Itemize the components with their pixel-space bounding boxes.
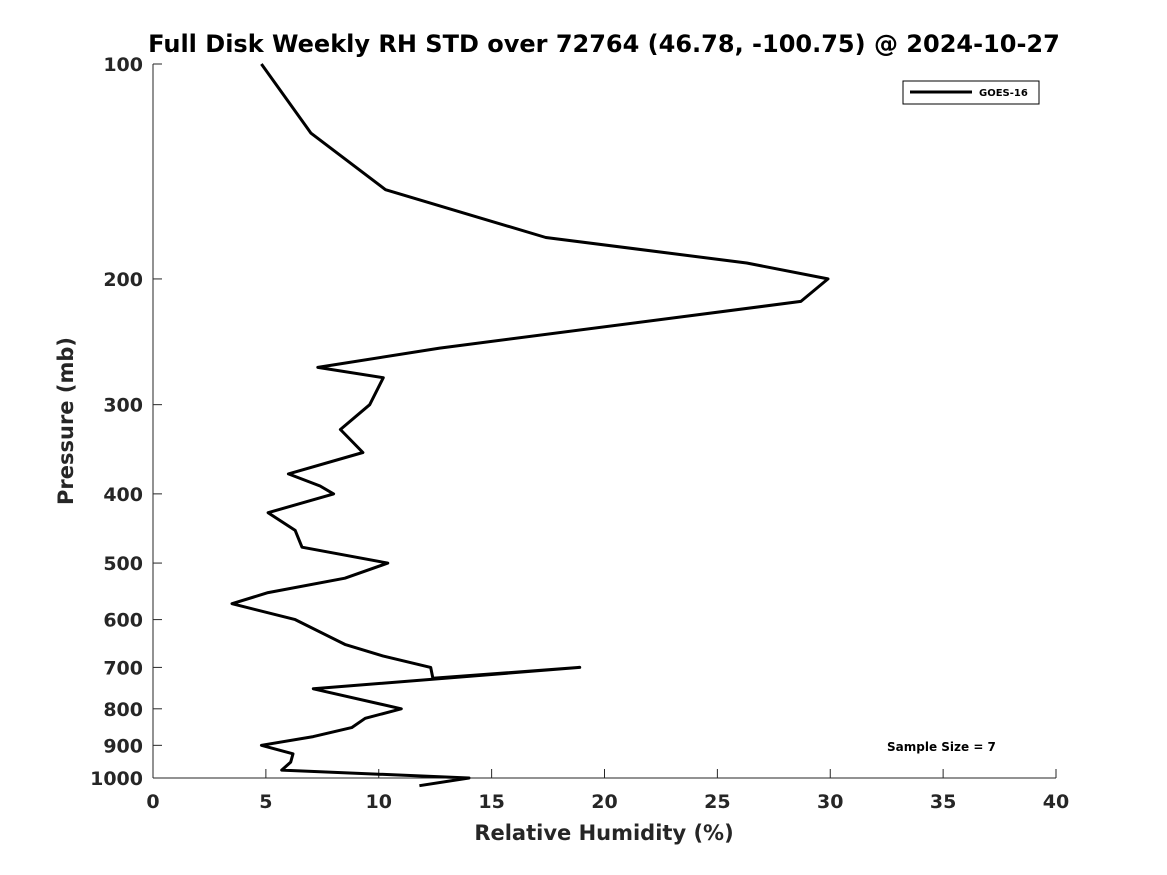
y-tick-label: 500 [103, 553, 143, 575]
x-tick-label: 15 [478, 791, 504, 813]
x-tick-label: 35 [930, 791, 956, 813]
y-tick-label: 300 [103, 395, 143, 417]
y-axis-label: Pressure (mb) [54, 337, 78, 505]
y-tick-label: 200 [103, 269, 143, 291]
x-axis-label: Relative Humidity (%) [474, 821, 733, 845]
x-axis-ticks: 0 5 10 15 20 25 30 35 40 [146, 769, 1069, 813]
x-tick-label: 30 [817, 791, 843, 813]
y-tick-label: 100 [103, 54, 143, 76]
y-axis-ticks: 100 200 300 400 500 600 700 800 900 1000 [90, 54, 162, 790]
x-tick-label: 20 [591, 791, 617, 813]
x-tick-label: 40 [1043, 791, 1069, 813]
x-tick-label: 5 [259, 791, 272, 813]
y-tick-label: 800 [103, 699, 143, 721]
y-tick-label: 400 [103, 484, 143, 506]
series-line-goes-16 [230, 63, 830, 788]
x-tick-label: 10 [366, 791, 392, 813]
y-tick-label: 1000 [90, 768, 143, 790]
chart-title: Full Disk Weekly RH STD over 72764 (46.7… [148, 30, 1060, 58]
legend: GOES-16 [902, 80, 1040, 105]
legend-label: GOES-16 [979, 88, 1028, 99]
y-tick-label: 600 [103, 610, 143, 632]
y-tick-label: 700 [103, 657, 143, 679]
y-tick-label: 900 [103, 735, 143, 757]
x-tick-label: 0 [146, 791, 159, 813]
sample-size-annotation: Sample Size = 7 [887, 740, 996, 754]
x-tick-label: 25 [704, 791, 730, 813]
